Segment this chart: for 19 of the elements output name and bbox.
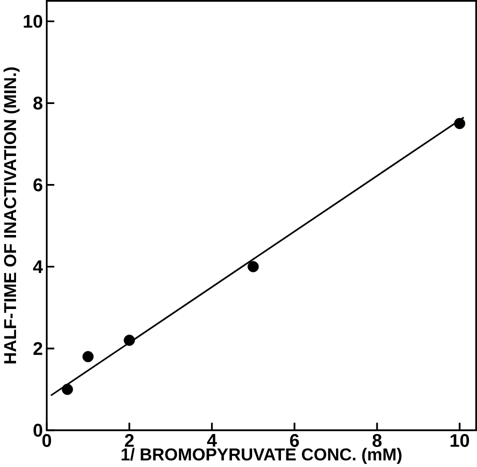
point bbox=[124, 334, 135, 346]
point bbox=[82, 350, 94, 362]
x-tick-label: 10 bbox=[450, 434, 470, 447]
y-tick-label: 2 bbox=[33, 342, 42, 355]
y-tick-label: 8 bbox=[33, 96, 42, 110]
x-tick-label: 0 bbox=[42, 434, 52, 447]
x-tick-label: 8 bbox=[372, 434, 382, 447]
y-tick-label: 10 bbox=[24, 14, 42, 28]
x-axis-title: 1/ BROMOPYRUVATE CONC. (mM) bbox=[122, 448, 402, 464]
point bbox=[248, 260, 259, 272]
y-tick-label: 4 bbox=[33, 260, 43, 273]
y-tick-label: 0 bbox=[34, 424, 42, 436]
y-tick-label: 6 bbox=[33, 178, 42, 192]
x-tick-label: 4 bbox=[207, 434, 217, 446]
point bbox=[62, 384, 73, 395]
x-tick-label: 2 bbox=[124, 434, 134, 447]
point bbox=[454, 118, 466, 129]
y-axis-title: HALF-TIME OF INACTIVATION (MIN.) bbox=[4, 67, 20, 364]
x-tick-label: 6 bbox=[290, 434, 299, 447]
